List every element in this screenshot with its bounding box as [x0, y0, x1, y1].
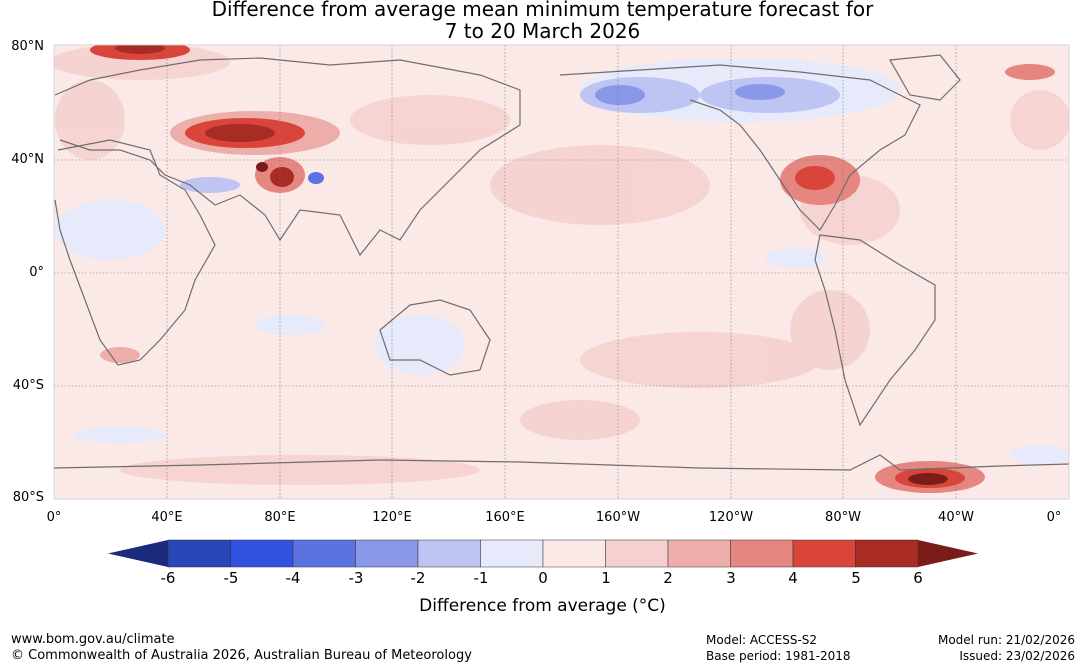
lon-label-40e: 40°E [151, 510, 183, 525]
greenland-coastline [889, 54, 961, 101]
lon-label-160w: 160°W [595, 510, 641, 525]
lon-label-160e: 160°E [485, 510, 525, 525]
footer-issued: Issued: 23/02/2026 [959, 649, 1075, 663]
colorbar-segment [792, 539, 856, 568]
anomaly-cool-regions [55, 58, 1069, 465]
colorbar-tick: -5 [223, 569, 239, 587]
lat-label-80n: 80°N [11, 39, 44, 54]
colorbar-segment [730, 539, 794, 568]
colorbar-segment [667, 539, 731, 568]
lon-label-0-left: 0° [46, 510, 62, 525]
lon-label-120w: 120°W [708, 510, 754, 525]
coastlines [54, 54, 1069, 471]
colorbar-tick: 2 [663, 569, 673, 587]
north-america-coastline [559, 64, 921, 231]
colorbar-segment [292, 539, 356, 568]
colorbar-extend-high [918, 540, 978, 567]
map-field [54, 45, 1069, 499]
lon-label-0-right: 0° [1046, 510, 1062, 525]
colorbar-tick: 5 [851, 569, 861, 587]
lon-label-40w: 40°W [938, 510, 974, 525]
footer-model: Model: ACCESS-S2 [706, 633, 818, 647]
colorbar-segment [417, 539, 481, 568]
antarctica-coastline [54, 454, 1069, 471]
colorbar-segment [855, 539, 919, 568]
colorbar-tick: -1 [473, 569, 489, 587]
south-america-coastline [814, 234, 936, 427]
colorbar-segment [480, 539, 544, 568]
colorbar-segment [355, 539, 419, 568]
lat-label-40s: 40°S [12, 378, 44, 393]
map-title-line-1: Difference from average mean minimum tem… [211, 0, 874, 21]
lon-label-120e: 120°E [372, 510, 412, 525]
colorbar [108, 539, 978, 568]
lat-label-0: 0° [29, 265, 44, 280]
colorbar-tick: -3 [348, 569, 364, 587]
colorbar-segment [167, 539, 231, 568]
lon-label-80e: 80°E [264, 510, 296, 525]
lon-label-80w: 80°W [825, 510, 861, 525]
colorbar-tick: -6 [160, 569, 176, 587]
footer-url[interactable]: www.bom.gov.au/climate [11, 632, 175, 647]
map-title-line-2: 7 to 20 March 2026 [444, 19, 641, 43]
colorbar-tick: 6 [913, 569, 923, 587]
australia-coastline [379, 299, 491, 376]
lat-label-40n: 40°N [11, 152, 44, 167]
colorbar-tick: -2 [410, 569, 426, 587]
anomaly-warm-regions [90, 45, 1055, 493]
colorbar-segment [542, 539, 606, 568]
colorbar-extend-low [108, 540, 168, 567]
colorbar-tick: 3 [726, 569, 736, 587]
map-frame [53, 44, 1070, 500]
colorbar-title: Difference from average (°C) [419, 596, 666, 616]
lat-label-80s: 80°S [12, 490, 44, 505]
colorbar-tick: 1 [601, 569, 611, 587]
colorbar-segment [230, 539, 294, 568]
footer-model-run: Model run: 21/02/2026 [937, 633, 1075, 647]
colorbar-tick: 4 [788, 569, 798, 587]
colorbar-tick: 0 [538, 569, 548, 587]
footer-copyright: © Commonwealth of Australia 2026, Austra… [11, 648, 472, 663]
footer-base-period: Base period: 1981-2018 [706, 649, 851, 663]
colorbar-segment [605, 539, 669, 568]
colorbar-tick: -4 [285, 569, 301, 587]
graticule [54, 45, 1069, 499]
eurasia-coastline [54, 57, 521, 257]
